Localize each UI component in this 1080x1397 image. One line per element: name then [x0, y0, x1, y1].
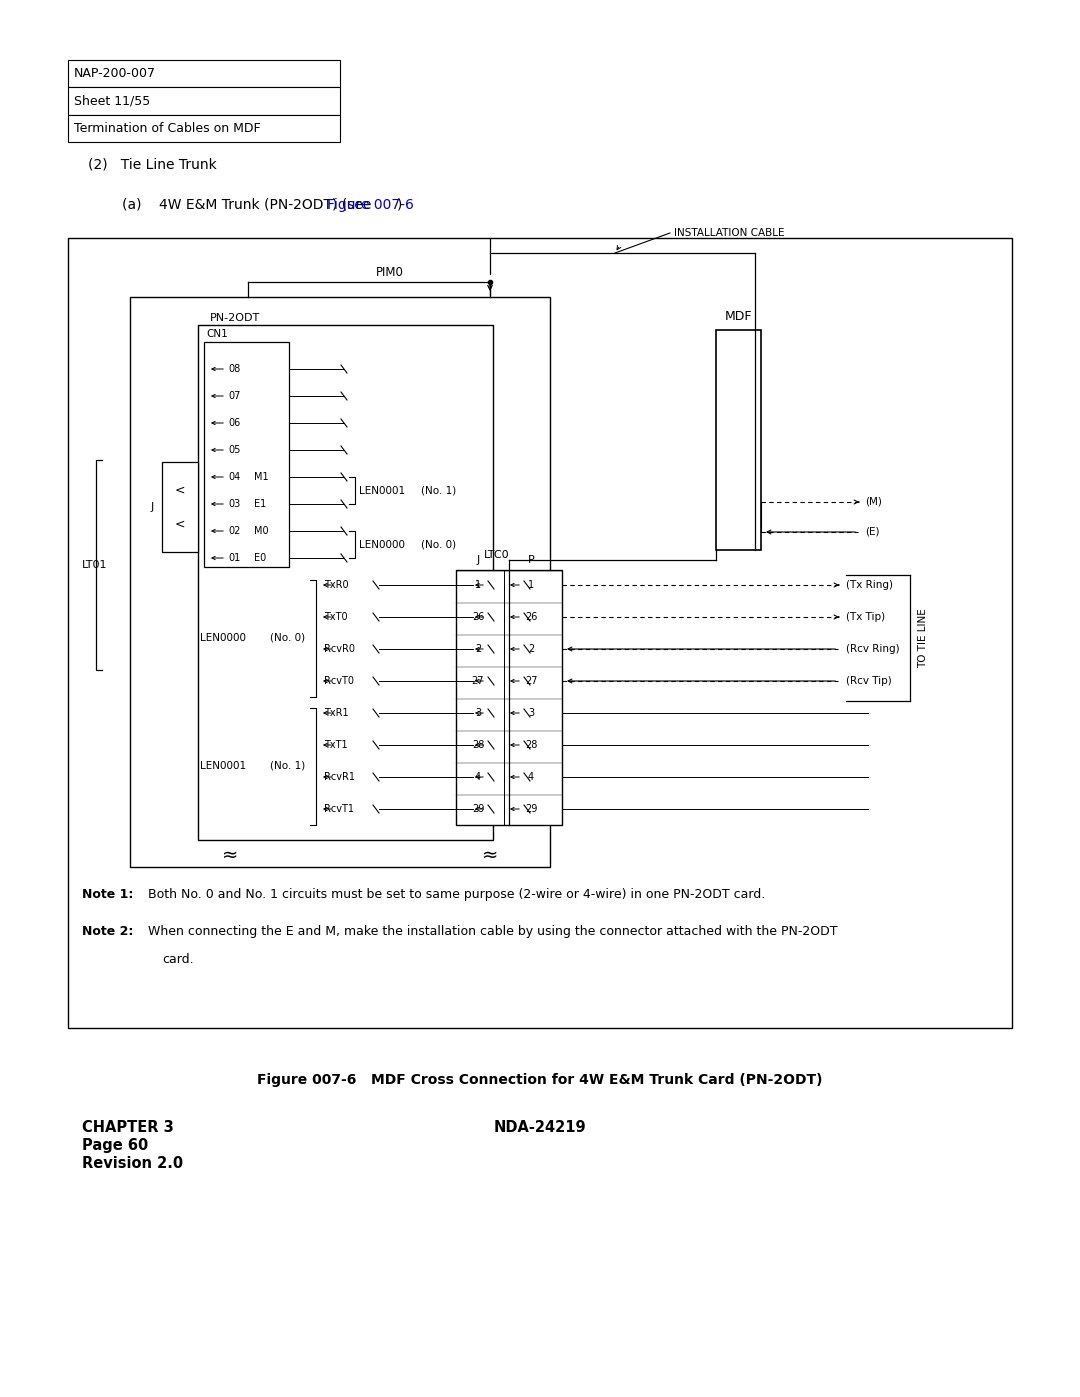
Text: 3: 3: [475, 708, 481, 718]
Text: 4: 4: [528, 773, 535, 782]
Text: Revision 2.0: Revision 2.0: [82, 1155, 184, 1171]
Text: 29: 29: [525, 805, 537, 814]
Text: 3: 3: [528, 708, 535, 718]
Text: <: <: [175, 517, 186, 531]
Text: LTC0: LTC0: [484, 550, 510, 560]
Text: NDA-24219: NDA-24219: [494, 1120, 586, 1134]
Text: 08: 08: [228, 365, 240, 374]
Bar: [162, 462, 198, 552]
Bar: [456, 570, 562, 826]
Text: 28: 28: [472, 740, 484, 750]
Text: TxT0: TxT0: [324, 612, 348, 622]
Text: (M): (M): [865, 497, 882, 507]
Bar: [68, 88, 340, 115]
Text: LEN0000: LEN0000: [200, 633, 246, 643]
Text: NAP-200-007: NAP-200-007: [75, 67, 156, 80]
Text: 4: 4: [475, 773, 481, 782]
Text: Sheet 11/55: Sheet 11/55: [75, 95, 150, 108]
Text: INSTALLATION CABLE: INSTALLATION CABLE: [674, 228, 784, 237]
Text: PN-2ODT: PN-2ODT: [210, 313, 260, 323]
Text: (a)    4W E&M Trunk (PN-2ODT) (see: (a) 4W E&M Trunk (PN-2ODT) (see: [122, 198, 376, 212]
Text: 05: 05: [228, 446, 241, 455]
Text: 26: 26: [525, 612, 537, 622]
Text: 04: 04: [228, 472, 240, 482]
Text: card.: card.: [162, 953, 193, 965]
Text: ≈: ≈: [221, 845, 239, 865]
Text: CHAPTER 3: CHAPTER 3: [82, 1120, 174, 1134]
Text: ): ): [397, 198, 403, 212]
Text: ≈: ≈: [482, 845, 498, 865]
Text: (No. 1): (No. 1): [421, 486, 456, 496]
Text: LT01: LT01: [82, 560, 108, 570]
Text: 02: 02: [228, 527, 241, 536]
Text: TO TIE LINE: TO TIE LINE: [918, 608, 928, 668]
Text: 1: 1: [475, 580, 481, 590]
Text: Termination of Cables on MDF: Termination of Cables on MDF: [75, 122, 260, 136]
Text: J: J: [150, 502, 153, 511]
Text: RcvR0: RcvR0: [324, 644, 355, 654]
Text: Note 2:: Note 2:: [82, 925, 133, 937]
Text: LEN0001: LEN0001: [359, 486, 405, 496]
Text: 26: 26: [472, 612, 484, 622]
Text: Page 60: Page 60: [82, 1139, 148, 1153]
Text: TxT1: TxT1: [324, 740, 348, 750]
Text: CN1: CN1: [206, 330, 228, 339]
Text: (Rcv Ring): (Rcv Ring): [846, 644, 900, 654]
Text: 06: 06: [228, 418, 240, 427]
Text: E1: E1: [254, 499, 267, 509]
Text: 28: 28: [525, 740, 537, 750]
Text: 03: 03: [228, 499, 240, 509]
Text: P: P: [528, 555, 535, 564]
Text: RcvR1: RcvR1: [324, 773, 355, 782]
Text: 07: 07: [228, 391, 241, 401]
Text: 1: 1: [528, 580, 535, 590]
Text: J: J: [476, 555, 480, 564]
Text: 27: 27: [472, 676, 484, 686]
Text: 29: 29: [472, 805, 484, 814]
Text: <: <: [175, 483, 186, 496]
Bar: [204, 342, 289, 567]
Text: Figure 007-6: Figure 007-6: [327, 198, 414, 212]
Bar: [68, 237, 1012, 1028]
Text: MDF: MDF: [725, 310, 753, 323]
Text: (No. 0): (No. 0): [270, 633, 306, 643]
Text: RcvT0: RcvT0: [324, 676, 354, 686]
Text: (No. 0): (No. 0): [421, 539, 456, 549]
Bar: [716, 330, 761, 550]
Text: 27: 27: [525, 676, 537, 686]
Bar: [198, 326, 492, 840]
Text: Note 1:: Note 1:: [82, 888, 133, 901]
Text: PIM0: PIM0: [376, 265, 404, 278]
Bar: [130, 298, 550, 868]
Text: TxR1: TxR1: [324, 708, 349, 718]
Text: LEN0000: LEN0000: [359, 539, 405, 549]
Text: M0: M0: [254, 527, 269, 536]
Text: (E): (E): [865, 527, 879, 536]
Text: (2)   Tie Line Trunk: (2) Tie Line Trunk: [87, 158, 217, 172]
Text: (Tx Tip): (Tx Tip): [846, 612, 886, 622]
Text: When connecting the E and M, make the installation cable by using the connector : When connecting the E and M, make the in…: [148, 925, 837, 937]
Text: LEN0001: LEN0001: [200, 761, 246, 771]
Bar: [68, 60, 340, 88]
Text: TxR0: TxR0: [324, 580, 349, 590]
Bar: [68, 115, 340, 142]
Text: 01: 01: [228, 553, 240, 563]
Text: M1: M1: [254, 472, 269, 482]
Text: (No. 1): (No. 1): [270, 761, 306, 771]
Text: E0: E0: [254, 553, 267, 563]
Text: RcvT1: RcvT1: [324, 805, 354, 814]
Text: 2: 2: [528, 644, 535, 654]
Text: Both No. 0 and No. 1 circuits must be set to same purpose (2-wire or 4-wire) in : Both No. 0 and No. 1 circuits must be se…: [148, 888, 766, 901]
Text: (Rcv Tip): (Rcv Tip): [846, 676, 892, 686]
Text: 2: 2: [475, 644, 481, 654]
Text: (Tx Ring): (Tx Ring): [846, 580, 893, 590]
Text: Figure 007-6   MDF Cross Connection for 4W E&M Trunk Card (PN-2ODT): Figure 007-6 MDF Cross Connection for 4W…: [257, 1073, 823, 1087]
